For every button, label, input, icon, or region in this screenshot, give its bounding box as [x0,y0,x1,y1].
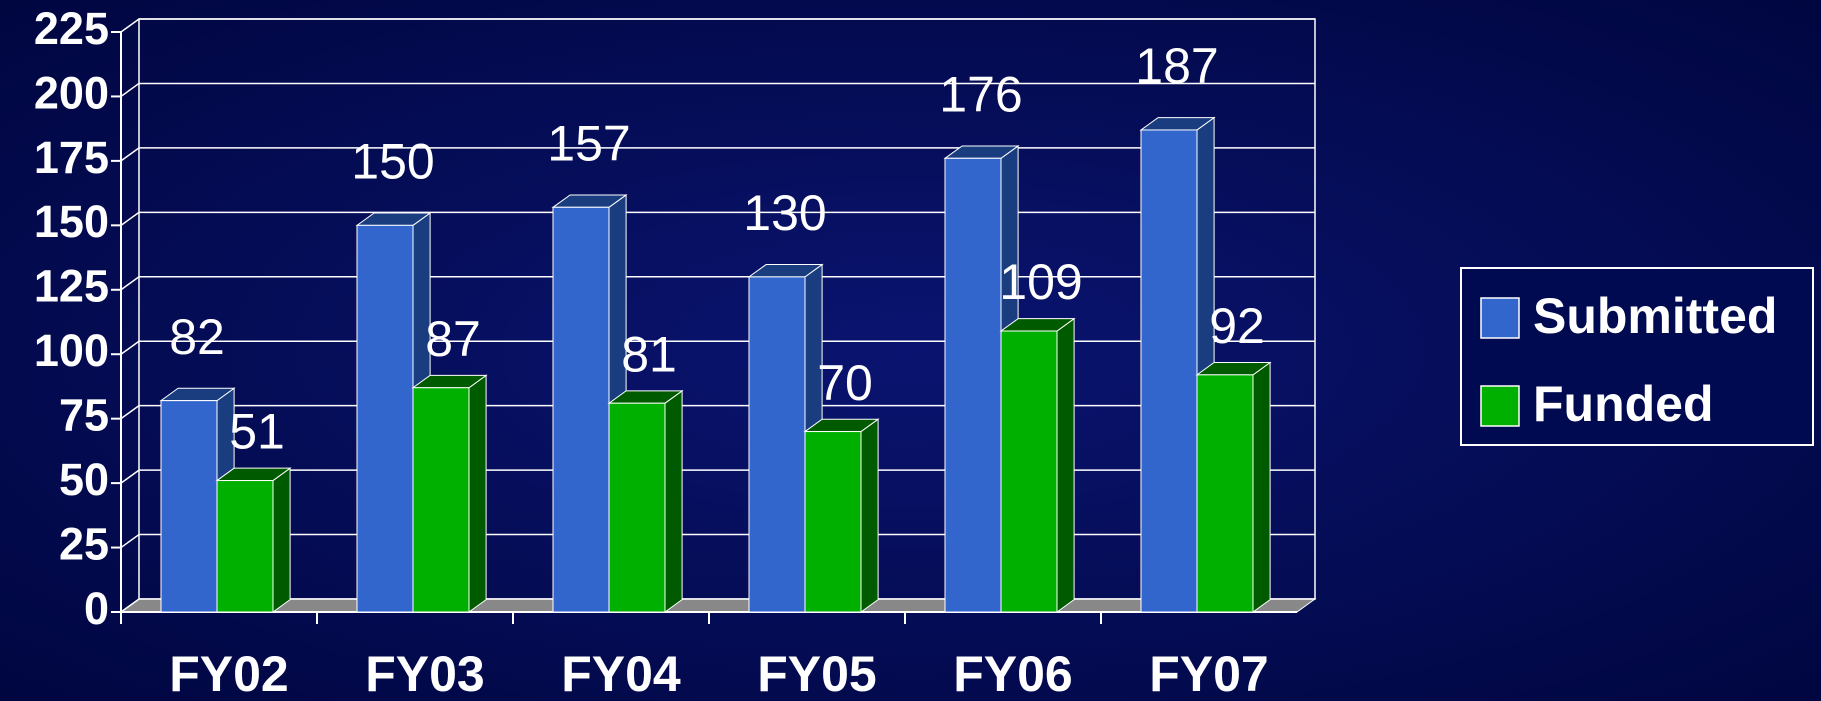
y-tick-label: 225 [34,3,109,54]
value-label: 109 [999,254,1082,310]
y-tick-label: 125 [34,261,109,312]
grid-line-side [120,469,140,484]
y-tick-label: 25 [59,518,109,569]
legend-swatch [1480,297,1520,339]
bar-side [272,467,291,613]
grid-line-side [120,533,140,549]
bar [804,431,862,613]
grid-line-side [120,598,140,613]
x-tick-label: FY06 [953,646,1073,701]
grid-line-side [120,18,140,33]
bar-side [468,374,487,613]
grid-line-side [120,405,140,420]
value-label: 150 [351,134,434,190]
grid-line-side [120,340,140,355]
grid-line-side [120,82,140,98]
value-label: 82 [169,309,225,365]
value-label: 70 [817,355,873,411]
bar-side [664,389,683,613]
bar [552,206,610,613]
value-label: 92 [1209,298,1265,354]
bar [412,387,470,613]
bar-side [1252,361,1271,613]
legend-label: Funded [1533,376,1714,432]
x-tick-label: FY03 [365,646,485,701]
value-label: 81 [621,326,677,382]
y-tick-label: 75 [59,390,109,441]
value-label: 176 [939,67,1022,123]
y-tick-label: 50 [59,454,109,505]
bar [944,157,1002,613]
bar-side [860,418,879,613]
bar-side [1056,317,1075,613]
floor [119,598,1317,613]
bar [1000,330,1058,613]
legend-swatch [1480,385,1520,427]
bar [216,480,274,613]
bar [1140,129,1198,613]
value-label: 87 [425,311,481,367]
value-label: 51 [229,404,285,460]
bar [748,276,806,613]
legend-label: Submitted [1533,288,1777,344]
grid-line-side [120,147,140,162]
y-tick-label: 200 [34,67,109,118]
x-tick-label: FY07 [1149,646,1269,701]
x-tick-label: FY02 [169,646,289,701]
y-tick-label: 150 [34,196,109,247]
bar [1196,374,1254,613]
grid-line-side [120,276,140,291]
bar [608,402,666,613]
y-tick-label: 175 [34,132,109,183]
value-label: 130 [743,185,826,241]
value-label: 187 [1135,38,1218,94]
value-label: 157 [547,115,630,171]
bar [356,224,414,613]
y-tick-label: 0 [84,583,109,634]
grid-line-side [120,211,140,226]
bar [160,400,218,613]
x-tick-label: FY04 [561,646,681,701]
x-tick-label: FY05 [757,646,877,701]
y-tick-label: 100 [34,325,109,376]
